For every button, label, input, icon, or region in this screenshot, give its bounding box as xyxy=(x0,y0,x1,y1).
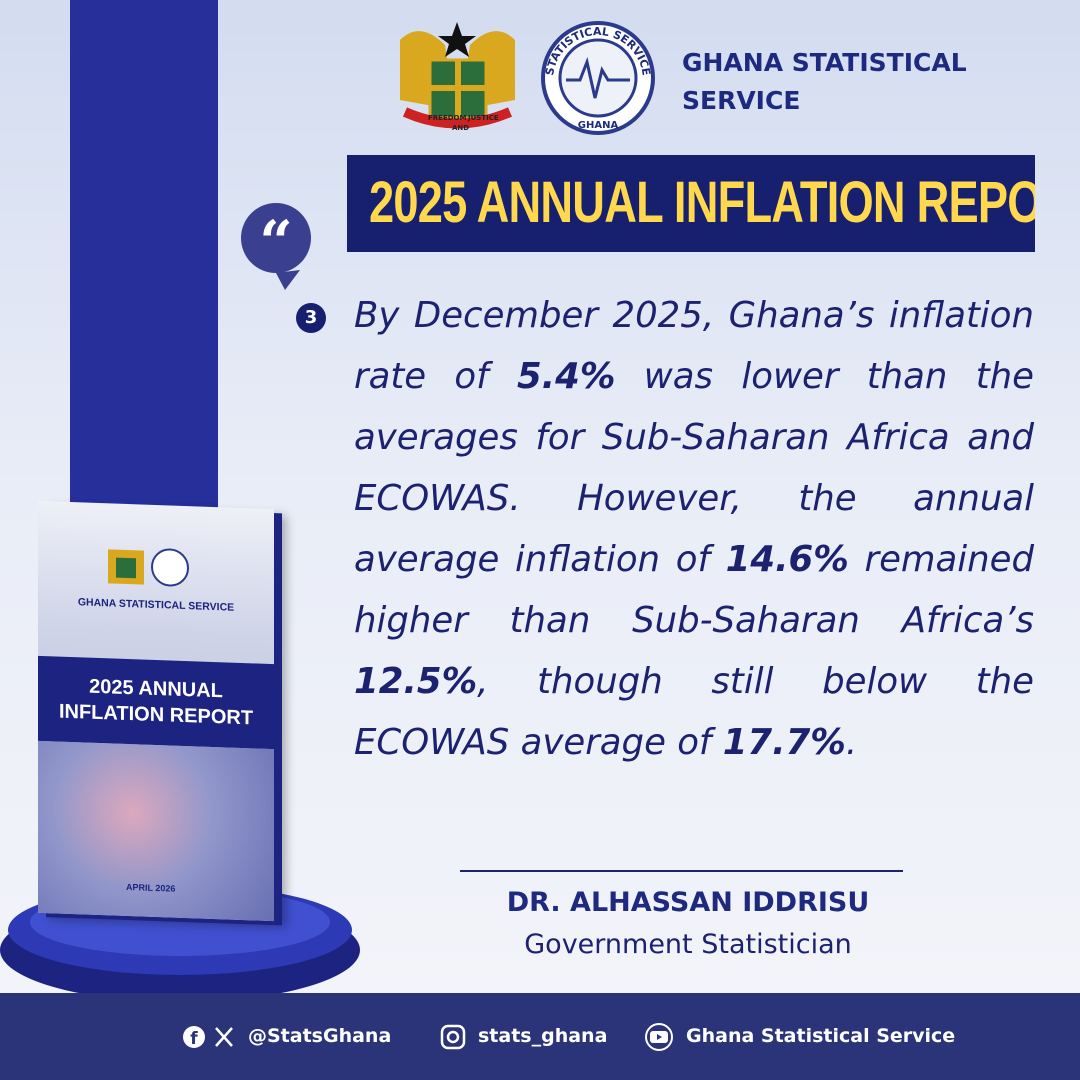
quote-text: By December 2025, Ghana’s inflation rate… xyxy=(354,285,1034,773)
motto: FREEDOM xyxy=(428,114,466,122)
svg-text:f: f xyxy=(190,1029,198,1049)
signatory-name: DR. ALHASSAN IDDRISU xyxy=(506,887,870,918)
quote-figure: 5.4% xyxy=(516,356,616,397)
title: 2025 ANNUAL INFLATION REPORT xyxy=(369,170,1035,235)
seal: STATISTICAL SERVICE GHANA xyxy=(541,21,655,135)
cover-logos xyxy=(108,548,189,587)
footer: f @StatsGhana stats_ghana Ghana Statisti… xyxy=(0,993,1080,1080)
org-name: GHANA STATISTICAL SERVICE xyxy=(682,44,967,120)
quote-glyph: “ xyxy=(259,208,292,276)
social-icons: f xyxy=(183,1026,233,1049)
quote-run: was lower than the averages for Sub-Saha… xyxy=(354,356,1034,580)
quote-figure: 14.6% xyxy=(725,539,849,580)
cover-title: 2025 ANNUAL INFLATION REPORT xyxy=(38,655,274,750)
handle-x[interactable]: @StatsGhana xyxy=(248,1025,392,1047)
motto: AND xyxy=(452,124,469,132)
title-box: 2025 ANNUAL INFLATION REPORT xyxy=(347,155,1035,252)
quote-figure: 17.7% xyxy=(722,722,846,763)
quote-run: By December 2025, Ghana’s inflation rate… xyxy=(354,295,1034,397)
org-line: GHANA STATISTICAL xyxy=(682,48,967,77)
quote-tail xyxy=(276,270,300,290)
handle-youtube[interactable]: Ghana Statistical Service xyxy=(686,1025,956,1047)
org-line: SERVICE xyxy=(682,86,801,115)
motto: JUSTICE xyxy=(467,114,499,122)
cover-org: GHANA STATISTICAL SERVICE xyxy=(77,596,235,614)
quote-run: , though still below the ECOWAS average … xyxy=(354,661,1034,763)
seal-bottom: GHANA xyxy=(578,120,619,131)
divider xyxy=(460,870,903,872)
quote-run: . xyxy=(845,722,858,763)
signatory-role: Government Statistician xyxy=(524,929,852,960)
cover-art xyxy=(38,740,274,922)
youtube-icon xyxy=(645,1023,673,1051)
instagram-icon xyxy=(440,1024,466,1050)
cover-date: APRIL 2026 xyxy=(126,881,176,894)
report-cover: GHANA STATISTICAL SERVICE 2025 ANNUAL INF… xyxy=(38,500,274,922)
quote-bubble xyxy=(241,203,311,273)
point-number: 3 xyxy=(296,303,326,333)
handle-instagram[interactable]: stats_ghana xyxy=(478,1025,608,1047)
quote-run: remained higher than Sub-Saharan Africa’… xyxy=(354,539,1035,641)
quote-figure: 12.5% xyxy=(354,661,478,702)
coat-of-arms xyxy=(400,22,515,129)
